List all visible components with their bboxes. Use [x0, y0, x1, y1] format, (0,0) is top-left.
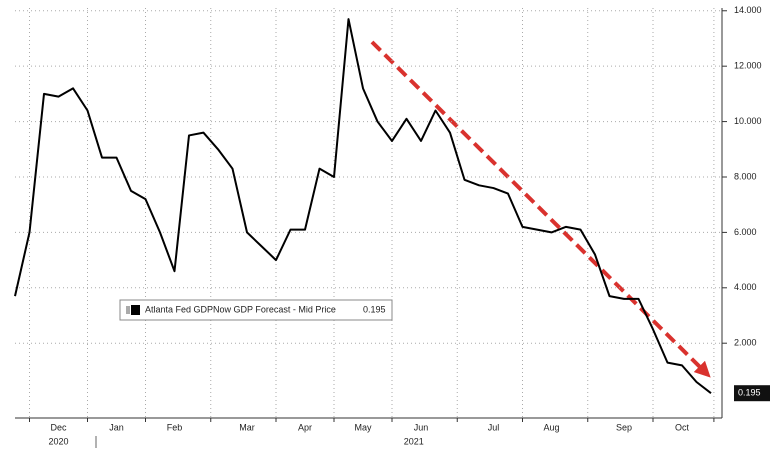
year-label: 2021	[404, 436, 424, 446]
y-tick-label: 6.000	[734, 227, 757, 237]
x-tick-label: May	[354, 422, 372, 432]
y-tick-label: 10.000	[734, 116, 762, 126]
x-tick-label: Dec	[50, 422, 67, 432]
last-value-box	[734, 385, 770, 402]
x-tick-label: Apr	[298, 422, 312, 432]
legend-swatch-bg	[126, 306, 130, 314]
x-tick-label: Jun	[414, 422, 429, 432]
x-tick-label: Jan	[109, 422, 124, 432]
legend-box	[119, 299, 393, 321]
legend-label: Atlanta Fed GDPNow GDP Forecast - Mid Pr…	[145, 304, 336, 314]
legend: Atlanta Fed GDPNow GDP Forecast - Mid Pr…	[119, 299, 393, 321]
x-tick-label: Sep	[616, 422, 632, 432]
line-series	[14, 18, 712, 394]
last-value-label: 0.195	[738, 388, 761, 398]
y-tick-label: 8.000	[734, 171, 757, 181]
x-tick-label: Aug	[543, 422, 559, 432]
y-tick-label: 4.000	[734, 282, 757, 292]
x-tick-label: Mar	[239, 422, 255, 432]
trend-arrow	[370, 40, 711, 378]
y-tick-label: 2.000	[734, 338, 757, 348]
x-tick-label: Oct	[675, 422, 690, 432]
x-tick-label: Jul	[488, 422, 500, 432]
y-tick-label: 14.000	[734, 5, 762, 15]
legend-swatch	[131, 305, 140, 315]
legend-value: 0.195	[363, 304, 386, 314]
x-tick-label: Feb	[167, 422, 183, 432]
year-label: 2020	[48, 436, 68, 446]
y-tick-label: 12.000	[734, 61, 762, 71]
